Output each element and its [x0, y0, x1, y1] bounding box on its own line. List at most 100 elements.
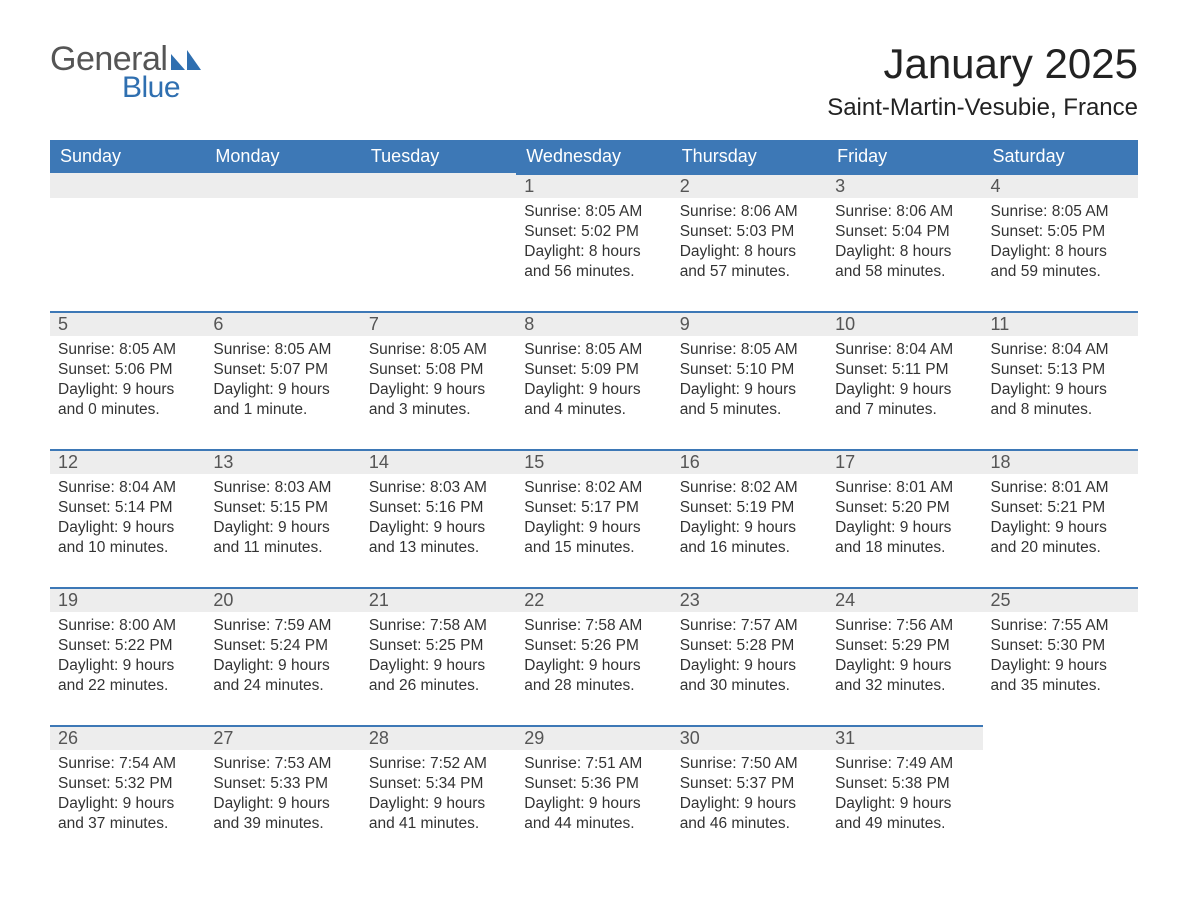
sunset-line: Sunset: 5:19 PM	[680, 498, 819, 518]
daylight-line: Daylight: 9 hours and 18 minutes.	[835, 518, 974, 558]
sunset-line: Sunset: 5:32 PM	[58, 774, 197, 794]
daylight-line: Daylight: 9 hours and 37 minutes.	[58, 794, 197, 834]
calendar-cell: 20Sunrise: 7:59 AMSunset: 5:24 PMDayligh…	[205, 587, 360, 725]
weekday-header: Wednesday	[516, 140, 671, 173]
day-number: 1	[516, 173, 671, 198]
daylight-line: Daylight: 9 hours and 16 minutes.	[680, 518, 819, 558]
header: General Blue January 2025 Saint-Martin-V…	[50, 40, 1138, 122]
day-number: 27	[205, 725, 360, 750]
day-number: 9	[672, 311, 827, 336]
calendar-cell: 5Sunrise: 8:05 AMSunset: 5:06 PMDaylight…	[50, 311, 205, 449]
day-details: Sunrise: 8:04 AMSunset: 5:13 PMDaylight:…	[983, 336, 1138, 431]
sunset-line: Sunset: 5:04 PM	[835, 222, 974, 242]
day-number: 6	[205, 311, 360, 336]
sunrise-line: Sunrise: 8:04 AM	[835, 340, 974, 360]
sunrise-line: Sunrise: 7:58 AM	[369, 616, 508, 636]
day-number: 28	[361, 725, 516, 750]
day-number: 17	[827, 449, 982, 474]
weekday-header: Friday	[827, 140, 982, 173]
location: Saint-Martin-Vesubie, France	[827, 94, 1138, 122]
daylight-line: Daylight: 9 hours and 35 minutes.	[991, 656, 1130, 696]
calendar-week-row: 1Sunrise: 8:05 AMSunset: 5:02 PMDaylight…	[50, 173, 1138, 311]
day-details: Sunrise: 7:54 AMSunset: 5:32 PMDaylight:…	[50, 750, 205, 845]
daylight-line: Daylight: 9 hours and 26 minutes.	[369, 656, 508, 696]
day-details: Sunrise: 8:02 AMSunset: 5:19 PMDaylight:…	[672, 474, 827, 569]
daylight-line: Daylight: 9 hours and 7 minutes.	[835, 380, 974, 420]
day-details: Sunrise: 8:04 AMSunset: 5:11 PMDaylight:…	[827, 336, 982, 431]
day-number: 26	[50, 725, 205, 750]
calendar-cell	[50, 173, 205, 311]
daylight-line: Daylight: 9 hours and 41 minutes.	[369, 794, 508, 834]
sunrise-line: Sunrise: 8:06 AM	[835, 202, 974, 222]
calendar-body: 1 Sunrise: 8:05 AM Sunset: 5:02 PM Daylight…	[50, 173, 1138, 863]
sunrise-line: Sunrise: 8:03 AM	[369, 478, 508, 498]
daylight-line: Daylight: 9 hours and 39 minutes.	[213, 794, 352, 834]
sunset-line: Sunset: 5:34 PM	[369, 774, 508, 794]
day-details: Sunrise: 8:05 AMSunset: 5:10 PMDaylight:…	[672, 336, 827, 431]
calendar-cell: 8Sunrise: 8:05 AMSunset: 5:09 PMDaylight…	[516, 311, 671, 449]
sunset-line: Sunset: 5:02 PM	[524, 222, 663, 242]
sunrise-line: Sunrise: 8:04 AM	[58, 478, 197, 498]
calendar-cell	[205, 173, 360, 311]
day-number: 24	[827, 587, 982, 612]
day-details: Sunrise: 7:58 AMSunset: 5:26 PMDaylight:…	[516, 612, 671, 707]
daylight-line: Daylight: 9 hours and 22 minutes.	[58, 656, 197, 696]
calendar-cell	[361, 173, 516, 311]
calendar-cell: 27Sunrise: 7:53 AMSunset: 5:33 PMDayligh…	[205, 725, 360, 863]
daylight-line: Daylight: 9 hours and 3 minutes.	[369, 380, 508, 420]
sunrise-line: Sunrise: 8:05 AM	[58, 340, 197, 360]
sunset-line: Sunset: 5:16 PM	[369, 498, 508, 518]
daylight-line: Daylight: 9 hours and 30 minutes.	[680, 656, 819, 696]
day-number: 21	[361, 587, 516, 612]
sunrise-line: Sunrise: 7:57 AM	[680, 616, 819, 636]
day-number: 16	[672, 449, 827, 474]
day-details: Sunrise: 7:49 AMSunset: 5:38 PMDaylight:…	[827, 750, 982, 845]
calendar-cell: 11Sunrise: 8:04 AMSunset: 5:13 PMDayligh…	[983, 311, 1138, 449]
daylight-line: Daylight: 8 hours and 58 minutes.	[835, 242, 974, 282]
calendar-cell: 15Sunrise: 8:02 AMSunset: 5:17 PMDayligh…	[516, 449, 671, 587]
daylight-line: Daylight: 9 hours and 20 minutes.	[991, 518, 1130, 558]
calendar-cell: 1Sunrise: 8:05 AMSunset: 5:02 PMDaylight…	[516, 173, 671, 311]
sunset-line: Sunset: 5:24 PM	[213, 636, 352, 656]
sunset-line: Sunset: 5:06 PM	[58, 360, 197, 380]
calendar-cell: 17Sunrise: 8:01 AMSunset: 5:20 PMDayligh…	[827, 449, 982, 587]
day-details: Sunrise: 7:53 AMSunset: 5:33 PMDaylight:…	[205, 750, 360, 845]
sunrise-line: Sunrise: 7:54 AM	[58, 754, 197, 774]
sunset-line: Sunset: 5:37 PM	[680, 774, 819, 794]
sunrise-line: Sunrise: 8:01 AM	[991, 478, 1130, 498]
sunrise-line: Sunrise: 8:05 AM	[680, 340, 819, 360]
sunrise-line: Sunrise: 8:06 AM	[680, 202, 819, 222]
daylight-line: Daylight: 8 hours and 59 minutes.	[991, 242, 1130, 282]
logo: General Blue	[50, 40, 201, 105]
sunrise-line: Sunrise: 8:05 AM	[213, 340, 352, 360]
sunrise-line: Sunrise: 8:03 AM	[213, 478, 352, 498]
sunset-line: Sunset: 5:09 PM	[524, 360, 663, 380]
day-number: 10	[827, 311, 982, 336]
empty-day	[983, 725, 1138, 750]
calendar-cell: 3Sunrise: 8:06 AMSunset: 5:04 PMDaylight…	[827, 173, 982, 311]
calendar-cell: 24Sunrise: 7:56 AMSunset: 5:29 PMDayligh…	[827, 587, 982, 725]
day-details: Sunrise: 8:03 AMSunset: 5:15 PMDaylight:…	[205, 474, 360, 569]
calendar-cell	[983, 725, 1138, 863]
calendar-cell: 29Sunrise: 7:51 AMSunset: 5:36 PMDayligh…	[516, 725, 671, 863]
sunset-line: Sunset: 5:20 PM	[835, 498, 974, 518]
daylight-line: Daylight: 9 hours and 8 minutes.	[991, 380, 1130, 420]
day-number: 11	[983, 311, 1138, 336]
sunset-line: Sunset: 5:17 PM	[524, 498, 663, 518]
day-number: 7	[361, 311, 516, 336]
day-number: 13	[205, 449, 360, 474]
sunset-line: Sunset: 5:05 PM	[991, 222, 1130, 242]
day-number: 19	[50, 587, 205, 612]
daylight-line: Daylight: 9 hours and 28 minutes.	[524, 656, 663, 696]
calendar-cell: 31Sunrise: 7:49 AMSunset: 5:38 PMDayligh…	[827, 725, 982, 863]
calendar-cell: 19Sunrise: 8:00 AMSunset: 5:22 PMDayligh…	[50, 587, 205, 725]
day-details: Sunrise: 7:52 AMSunset: 5:34 PMDaylight:…	[361, 750, 516, 845]
sunset-line: Sunset: 5:11 PM	[835, 360, 974, 380]
day-details: Sunrise: 8:03 AMSunset: 5:16 PMDaylight:…	[361, 474, 516, 569]
sunset-line: Sunset: 5:29 PM	[835, 636, 974, 656]
daylight-line: Daylight: 9 hours and 44 minutes.	[524, 794, 663, 834]
day-number: 22	[516, 587, 671, 612]
day-number: 14	[361, 449, 516, 474]
calendar-cell: 4Sunrise: 8:05 AMSunset: 5:05 PMDaylight…	[983, 173, 1138, 311]
sunset-line: Sunset: 5:30 PM	[991, 636, 1130, 656]
